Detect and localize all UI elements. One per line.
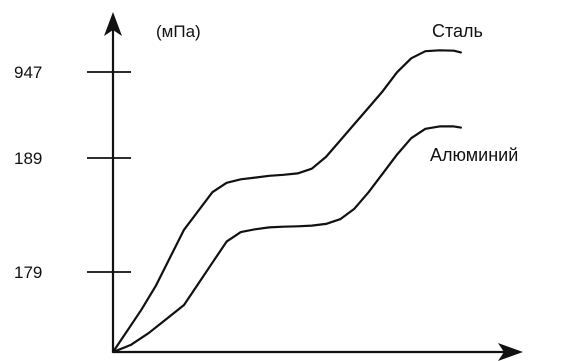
y-tick-label-947: 947 (14, 63, 42, 82)
series-label-2: Алюминий (430, 145, 518, 165)
y-tick-label-189: 189 (14, 149, 42, 168)
y-tick-label-179: 179 (14, 263, 42, 282)
series-layer: Сталь Алюминий (111, 21, 518, 354)
y-axis-arrow-icon (104, 12, 122, 36)
series-label-1: Сталь (432, 21, 483, 41)
y-axis-unit-label: (мПа) (156, 22, 201, 41)
x-axis-arrow-icon (498, 343, 523, 361)
series-line-1 (111, 49, 462, 354)
y-ticks: 179 189 947 (14, 63, 131, 282)
series-line-2 (111, 125, 462, 354)
